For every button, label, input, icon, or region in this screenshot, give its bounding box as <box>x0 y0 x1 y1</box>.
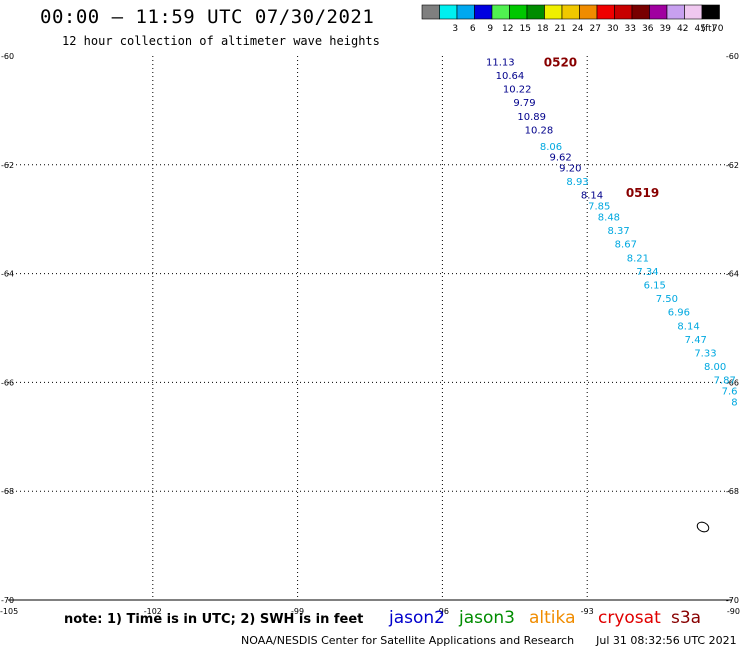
legend-bin-label: 3 <box>452 24 458 34</box>
x-tick-label: -93 <box>581 607 594 616</box>
pass-label: 0519 <box>626 186 659 200</box>
swh-data-label: 8.48 <box>598 212 620 223</box>
swh-data-label: 9.62 <box>550 153 572 164</box>
swh-data-label: 8.00 <box>704 362 726 373</box>
legend-bin-label: 30 <box>607 24 619 34</box>
satellite-label: jason2 <box>389 608 445 628</box>
y-tick-label-left: -64 <box>1 270 14 279</box>
swh-data-label: 7.33 <box>694 348 716 359</box>
legend-bin-label: 24 <box>572 24 584 34</box>
note-text: note: 1) Time is in UTC; 2) SWH is in fe… <box>64 612 364 627</box>
swh-data-label: 10.22 <box>503 85 532 96</box>
legend-bin-label: 70 <box>712 24 724 34</box>
footer-credit: NOAA/NESDIS Center for Satellite Applica… <box>241 634 737 647</box>
swh-data-label: 8.14 <box>677 321 699 332</box>
x-tick-label: -105 <box>0 607 18 616</box>
swh-data-label: 7.6 <box>722 387 738 398</box>
x-tick-label: -102 <box>144 607 162 616</box>
y-tick-label-left: -62 <box>1 161 14 170</box>
y-tick-label-right: -68 <box>726 487 739 496</box>
y-tick-label-left: -68 <box>1 487 14 496</box>
legend-bin-label: 9 <box>487 24 493 34</box>
swh-data-label: 8.37 <box>607 226 629 237</box>
swh-data-label: 7.87 <box>714 376 736 387</box>
color-legend: 3 6 9 12 15 18 21 24 27 30 33 36 39 42 45 70(ft) <box>421 4 724 34</box>
legend-bin-label: 33 <box>625 24 636 34</box>
swh-data-label: 7.50 <box>656 294 678 305</box>
satellite-label: jason3 <box>459 608 515 628</box>
timestamp-text: Jul 31 08:32:56 UTC 2021 <box>596 634 737 647</box>
x-tick-label: -99 <box>291 607 304 616</box>
legend-unit: (ft) <box>702 24 716 34</box>
y-tick-label-left: -70 <box>1 596 14 605</box>
swh-data-label: 8.67 <box>615 240 637 251</box>
legend-bin-label: 12 <box>502 24 513 34</box>
swh-data-label: 8 <box>731 397 737 408</box>
legend-bin-label: 15 <box>520 24 531 34</box>
swh-data-label: 9.79 <box>513 98 535 109</box>
swh-data-label: 8.21 <box>627 253 649 264</box>
legend-bin-label: 45 <box>695 24 706 34</box>
legend-bin-label: 42 <box>677 24 688 34</box>
legend-bin-label: 39 <box>660 24 672 34</box>
swh-data-label: 7.85 <box>588 202 610 213</box>
legend-bin-label: 18 <box>537 24 549 34</box>
x-tick-label: -96 <box>436 607 449 616</box>
pass-label: 0520 <box>544 55 577 69</box>
y-tick-label-right: -62 <box>726 161 739 170</box>
satellite-label: cryosat <box>598 608 661 628</box>
swh-data-label: 11.13 <box>486 57 515 68</box>
y-tick-label-right: -70 <box>726 596 739 605</box>
y-tick-label-left: -60 <box>1 52 14 61</box>
swh-data-label: 7.34 <box>636 267 658 278</box>
x-tick-label: -90 <box>727 607 740 616</box>
swh-data-label: 8.06 <box>540 142 562 153</box>
satellite-label: s3a <box>671 608 702 628</box>
swh-data-label: 6.96 <box>668 308 690 319</box>
y-tick-label-right: -60 <box>726 52 739 61</box>
credit-text: NOAA/NESDIS Center for Satellite Applica… <box>241 634 575 647</box>
swh-data-label: 10.89 <box>517 112 546 123</box>
page-subtitle: 12 hour collection of altimeter wave hei… <box>62 34 380 48</box>
legend-bin-label: 6 <box>470 24 476 34</box>
page-title: 00:00 – 11:59 UTC 07/30/2021 <box>40 6 375 28</box>
y-tick-label-right: -64 <box>726 270 739 279</box>
y-tick-label-left: -66 <box>1 378 14 387</box>
satellite-label: altika <box>529 608 576 628</box>
swh-data-label: 10.64 <box>496 71 525 82</box>
swh-data-label: 8.14 <box>581 191 603 202</box>
island-outline <box>696 521 710 533</box>
legend-bin-label: 36 <box>642 24 654 34</box>
swh-data-label: 9.20 <box>559 164 581 175</box>
legend-bin-label: 21 <box>555 24 566 34</box>
swh-data-label: 6.15 <box>644 280 666 291</box>
swh-data-label: 7.47 <box>685 335 707 346</box>
swh-data-label: 10.28 <box>525 125 554 136</box>
legend-bin-label: 27 <box>590 24 601 34</box>
legend-swatch <box>701 4 720 20</box>
swh-data-label: 8.93 <box>566 177 588 188</box>
y-tick-label-right: -66 <box>726 378 739 387</box>
